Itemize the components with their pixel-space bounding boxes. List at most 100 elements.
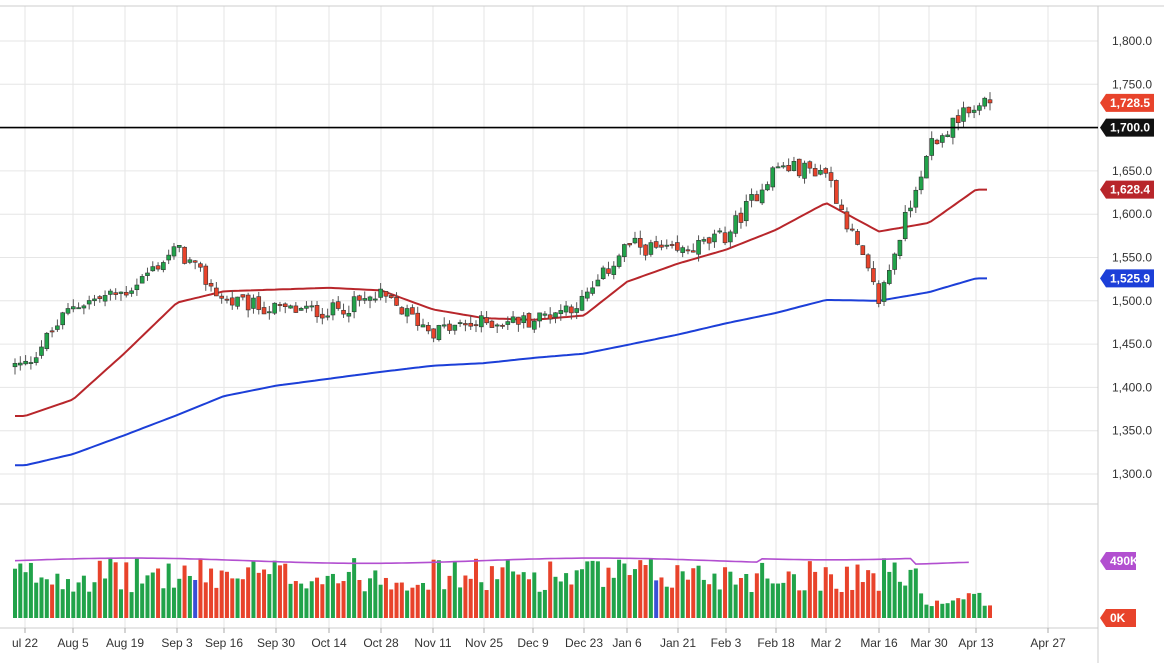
candle-body bbox=[516, 316, 521, 325]
volume-bar bbox=[569, 584, 574, 618]
candle-body bbox=[277, 304, 283, 306]
volume-bar bbox=[850, 589, 855, 618]
value-badge: 1,525.9 bbox=[1100, 269, 1154, 288]
time-tick-label: Sep 16 bbox=[205, 636, 243, 650]
volume-bar bbox=[479, 582, 484, 618]
moving-averages bbox=[15, 188, 987, 467]
volume-bar bbox=[251, 561, 256, 618]
candle-body bbox=[129, 290, 134, 294]
candle-body bbox=[113, 292, 118, 295]
volume-bar bbox=[76, 582, 81, 618]
candle-body bbox=[690, 250, 696, 253]
candle-body bbox=[388, 295, 394, 298]
candle-body bbox=[76, 307, 81, 310]
time-axis: ul 22 Aug 5 Aug 19 Sep 3 Sep 16 Sep 30 Oct 14 O… bbox=[12, 628, 1066, 650]
volume-bar bbox=[511, 571, 516, 618]
candle-body bbox=[182, 246, 187, 264]
volume-bar bbox=[595, 561, 600, 618]
candle-body bbox=[860, 245, 866, 256]
volume-bar bbox=[982, 605, 987, 618]
volume-bar bbox=[426, 589, 431, 618]
candle-body bbox=[261, 307, 267, 315]
candle-body bbox=[320, 313, 325, 319]
time-tick-label: Mar 30 bbox=[910, 636, 948, 650]
volume-bar bbox=[436, 560, 441, 618]
volume-bar bbox=[118, 589, 123, 618]
volume-bar bbox=[272, 560, 277, 618]
time-tick-label: Jan 21 bbox=[660, 636, 696, 650]
volume-bar bbox=[855, 564, 860, 618]
candle-body bbox=[563, 305, 569, 313]
volume-bar bbox=[548, 561, 553, 618]
candle-body bbox=[33, 357, 39, 363]
volume-bar bbox=[219, 570, 224, 618]
volume-bar bbox=[325, 575, 330, 618]
volume-bar bbox=[50, 584, 55, 618]
candle-body bbox=[844, 211, 850, 230]
candle-body bbox=[553, 312, 558, 318]
candle-body bbox=[134, 284, 140, 291]
volume-bar bbox=[685, 579, 690, 618]
candle-body bbox=[203, 265, 209, 285]
volume-bar bbox=[903, 585, 908, 618]
volume-bar bbox=[988, 605, 992, 618]
volume-bar bbox=[701, 579, 706, 618]
candle-body bbox=[743, 201, 749, 222]
candle-body bbox=[357, 295, 362, 301]
candle-body bbox=[961, 107, 966, 122]
candle-body bbox=[918, 176, 924, 191]
candle-body bbox=[982, 97, 988, 107]
volume-bar bbox=[882, 558, 887, 618]
volume-bar bbox=[929, 606, 934, 618]
volume-bar bbox=[579, 569, 584, 618]
time-tick-label: Apr 13 bbox=[958, 636, 994, 650]
volume-bar bbox=[256, 572, 261, 618]
volume-bar bbox=[590, 560, 595, 618]
volume-bar bbox=[315, 577, 320, 618]
candle-body bbox=[701, 239, 707, 242]
badge-label: 0K bbox=[1110, 611, 1126, 625]
volume-bar bbox=[373, 570, 378, 618]
candle-body bbox=[637, 238, 643, 248]
candle-body bbox=[65, 308, 71, 314]
candle-body bbox=[39, 346, 44, 356]
price-badges: 1,728.5 1,700.0 1,628.4 1,525.9 490K 0K bbox=[1100, 93, 1154, 627]
candle-body bbox=[373, 298, 378, 301]
candle-body bbox=[489, 320, 495, 328]
volume-bar bbox=[214, 587, 219, 618]
candle-body bbox=[367, 296, 373, 301]
candle-body bbox=[251, 297, 256, 309]
volume-bar bbox=[161, 588, 166, 618]
candle-body bbox=[796, 158, 802, 177]
candle-body bbox=[60, 312, 65, 326]
candle-body bbox=[468, 322, 474, 327]
candle-body bbox=[849, 228, 855, 231]
volume-bar bbox=[357, 579, 362, 618]
volume-bar bbox=[330, 573, 335, 618]
time-tick-label: Oct 28 bbox=[363, 636, 399, 650]
badge-label: 1,700.0 bbox=[1110, 121, 1150, 135]
candle-body bbox=[616, 255, 622, 267]
volume-bar bbox=[728, 571, 733, 618]
volume-bar bbox=[320, 584, 325, 618]
volume-bar bbox=[341, 581, 346, 618]
volume-bar bbox=[670, 587, 675, 618]
candle-body bbox=[659, 244, 664, 248]
time-tick-label: Mar 16 bbox=[860, 636, 898, 650]
volume-bar bbox=[712, 573, 717, 618]
candle-body bbox=[812, 168, 818, 177]
volume-bar bbox=[977, 592, 982, 618]
volume-bar bbox=[717, 589, 722, 618]
candle-body bbox=[765, 184, 770, 191]
time-tick-label: Oct 14 bbox=[311, 636, 347, 650]
candle-body bbox=[431, 328, 436, 339]
time-tick-label: Feb 3 bbox=[711, 636, 742, 650]
badge-shape bbox=[1100, 609, 1136, 627]
candle-body bbox=[436, 325, 442, 341]
candle-body bbox=[426, 325, 431, 332]
candle-body bbox=[102, 295, 108, 302]
volume-bar bbox=[60, 589, 65, 618]
candle-body bbox=[537, 312, 542, 322]
time-tick-label: Jan 6 bbox=[612, 636, 642, 650]
